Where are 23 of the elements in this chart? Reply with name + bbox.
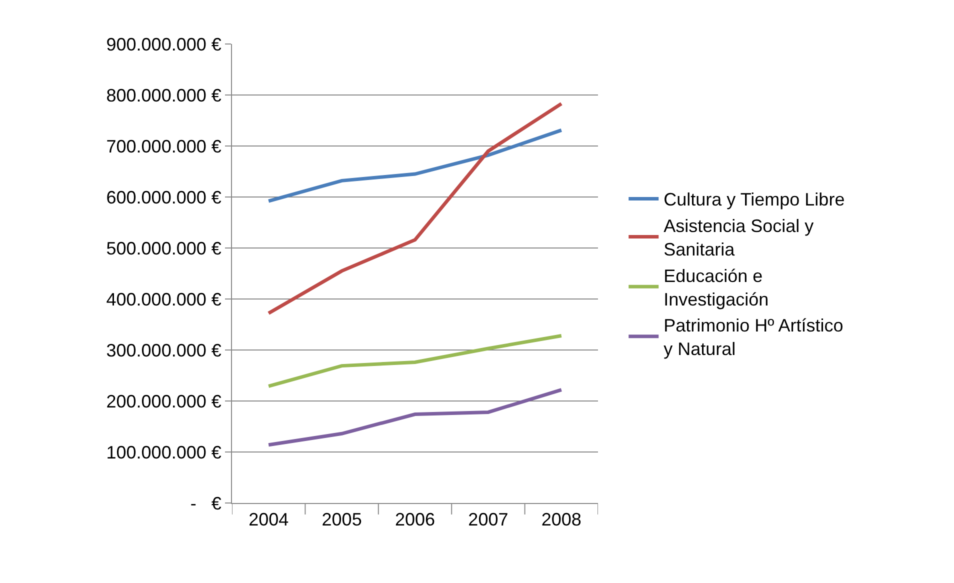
legend-label: Educación e Investigación — [664, 266, 769, 310]
y-tick-label: 500.000.000 € — [106, 238, 222, 258]
y-tick-label: 600.000.000 € — [106, 187, 222, 208]
x-tick-label: 2005 — [322, 510, 362, 530]
legend-label: Cultura y Tiempo Libre — [664, 190, 845, 210]
line-series — [266, 102, 564, 316]
x-tick-label: 2006 — [394, 510, 436, 530]
line-series — [266, 334, 564, 388]
legend-label: Asistencia Social y Sanitaria — [664, 216, 814, 260]
y-tick-label: 800.000.000 € — [106, 85, 222, 106]
x-tick-label: 2007 — [468, 510, 508, 530]
y-tick-label: - € — [190, 493, 222, 514]
legend-label: Patrimonio Hº Artístico y Natural — [664, 316, 844, 360]
line-series — [266, 128, 564, 203]
y-tick-label: 700.000.000 € — [106, 136, 222, 156]
x-tick-label: 2004 — [248, 510, 289, 530]
line-series — [266, 388, 564, 447]
y-tick-label: 300.000.000 € — [106, 340, 222, 360]
y-tick-label: 400.000.000 € — [106, 289, 222, 310]
x-tick-label: 2008 — [541, 510, 582, 530]
y-tick-label: 200.000.000 € — [106, 391, 222, 412]
y-tick-label: 100.000.000 € — [106, 442, 222, 462]
y-tick-label: 900.000.000 € — [106, 34, 222, 54]
